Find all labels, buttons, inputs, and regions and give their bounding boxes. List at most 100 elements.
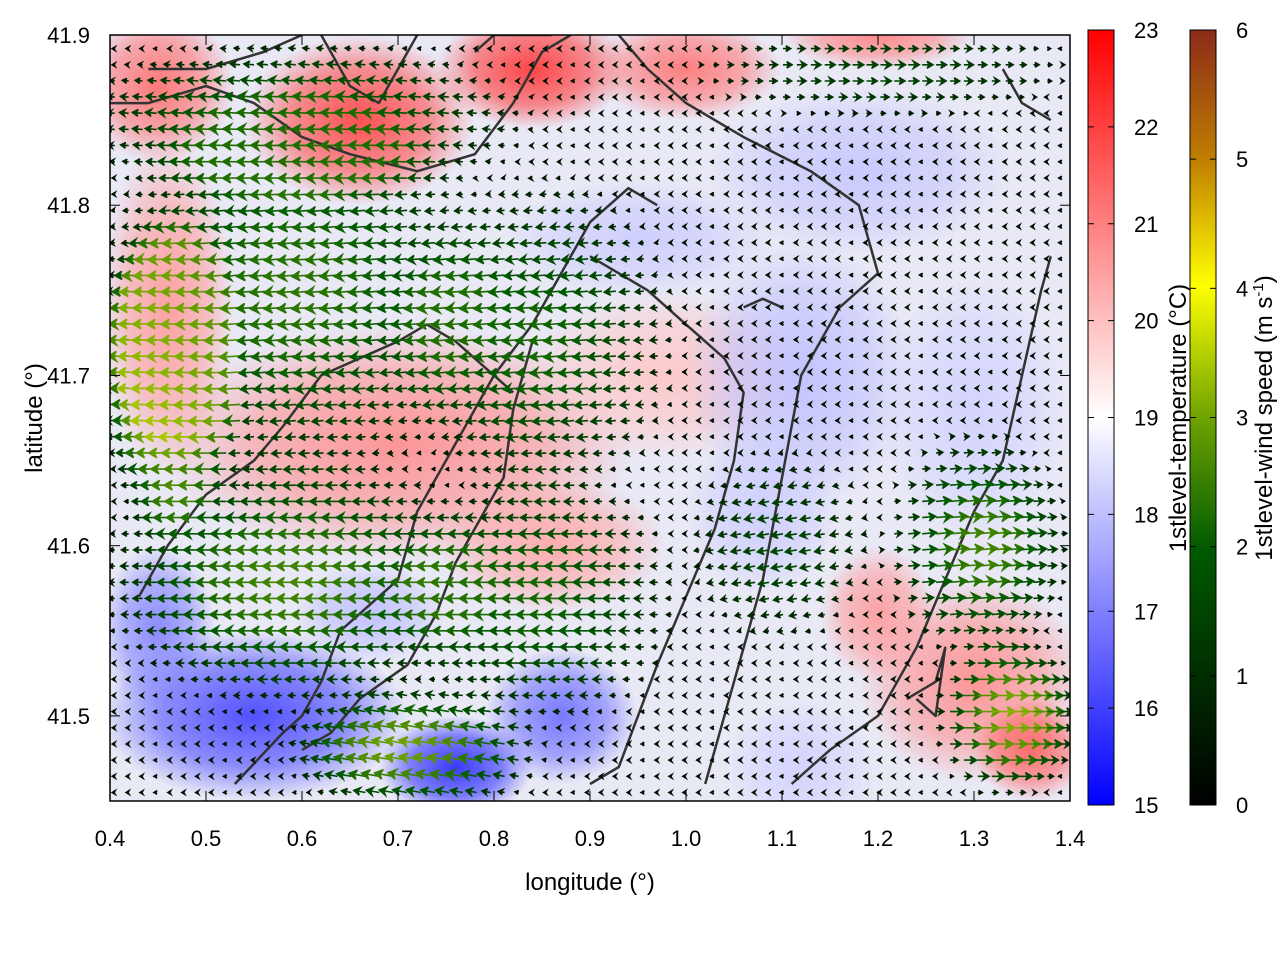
wind-arrow — [530, 269, 547, 282]
wind-arrow — [333, 335, 352, 346]
wind-arrow — [166, 739, 174, 748]
wind-arrow — [480, 788, 491, 798]
wind-arrow — [294, 658, 310, 668]
wind-arrow — [860, 529, 869, 538]
y-tick-label: 41.9 — [47, 23, 90, 48]
wind-arrow — [729, 544, 742, 555]
wind-arrow — [1001, 368, 1009, 377]
wind-arrow — [406, 384, 422, 394]
wind-arrow — [603, 398, 616, 410]
wind-arrow — [848, 628, 854, 634]
wind-arrow — [488, 383, 505, 396]
temperature-colorbar-tick-label: 20 — [1134, 309, 1158, 334]
wind-arrow — [535, 689, 547, 701]
wind-arrow — [649, 627, 658, 635]
wind-arrow — [667, 739, 675, 748]
wind-arrow — [917, 304, 924, 310]
wind-arrow — [552, 708, 561, 715]
wind-arrow — [597, 723, 605, 732]
wind-arrow — [320, 351, 338, 362]
wind-arrow — [224, 642, 241, 652]
wind-arrow — [543, 302, 561, 314]
wind-arrow — [277, 335, 296, 348]
wind-arrow — [464, 786, 477, 798]
wind-arrow — [160, 190, 171, 199]
wind-arrow — [681, 596, 687, 601]
wind-arrow — [428, 720, 450, 732]
wind-arrow — [263, 221, 282, 233]
wind-arrow — [110, 140, 115, 151]
wind-arrow — [648, 578, 658, 586]
wind-arrow — [792, 238, 800, 247]
wind-arrow — [451, 691, 463, 699]
wind-arrow — [625, 207, 631, 213]
wind-arrow — [750, 190, 758, 199]
wind-arrow — [806, 271, 814, 280]
wind-arrow — [622, 676, 630, 683]
wind-arrow — [297, 449, 310, 459]
wind-arrow — [143, 561, 157, 571]
wind-arrow — [1047, 659, 1058, 667]
wind-arrow — [977, 609, 994, 619]
wind-arrow — [1047, 773, 1055, 780]
wind-arrow — [848, 466, 854, 472]
wind-colorbar-tick-label: 0 — [1236, 793, 1248, 818]
wind-arrow — [528, 335, 547, 346]
wind-arrow — [472, 351, 491, 364]
wind-arrow — [208, 707, 215, 716]
wind-arrow — [611, 709, 617, 715]
wind-arrow — [936, 593, 952, 605]
wind-arrow — [152, 741, 158, 747]
wind-arrow — [110, 190, 118, 199]
wind-arrow — [378, 349, 394, 362]
wind-arrow — [778, 256, 784, 262]
wind-arrow — [876, 303, 883, 312]
wind-arrow — [648, 334, 658, 345]
wind-arrow — [931, 303, 939, 312]
wind-arrow — [350, 382, 366, 395]
wind-arrow — [193, 479, 213, 491]
wind-arrow — [917, 709, 924, 715]
wind-arrow — [131, 594, 143, 603]
wind-arrow — [639, 191, 645, 197]
wind-arrow — [876, 659, 883, 668]
wind-arrow — [557, 609, 575, 620]
wind-arrow — [959, 384, 967, 393]
wind-arrow — [263, 723, 271, 732]
wind-arrow — [1019, 543, 1037, 555]
wind-arrow — [653, 675, 661, 684]
wind-arrow — [445, 365, 463, 379]
wind-arrow — [936, 495, 953, 506]
wind-arrow — [848, 693, 854, 698]
wind-arrow — [792, 254, 800, 263]
wind-arrow — [720, 482, 728, 489]
wind-arrow — [792, 659, 800, 668]
wind-arrow — [430, 270, 449, 282]
wind-arrow — [737, 723, 744, 732]
wind-arrow — [408, 206, 422, 217]
wind-arrow — [519, 513, 533, 522]
wind-arrow — [813, 528, 825, 539]
wind-arrow — [977, 542, 999, 557]
wind-arrow — [834, 287, 842, 296]
wind-arrow — [576, 673, 589, 685]
wind-arrow — [834, 368, 842, 377]
wind-arrow — [1015, 416, 1023, 425]
wind-arrow — [479, 222, 491, 231]
wind-arrow — [507, 222, 519, 233]
wind-arrow — [364, 642, 380, 652]
coastline — [589, 255, 745, 786]
wind-arrow — [253, 400, 268, 411]
wind-arrow — [1047, 512, 1058, 521]
wind-arrow — [217, 383, 241, 395]
wind-arrow — [653, 157, 661, 166]
wind-arrow — [904, 739, 911, 748]
wind-arrow — [1057, 321, 1063, 326]
wind-arrow — [649, 368, 658, 377]
wind-arrow — [820, 190, 828, 199]
wind-arrow — [124, 788, 132, 797]
wind-arrow — [544, 400, 561, 412]
wind-arrow — [119, 593, 129, 604]
wind-arrow — [695, 238, 702, 247]
wind-arrow — [251, 205, 268, 218]
